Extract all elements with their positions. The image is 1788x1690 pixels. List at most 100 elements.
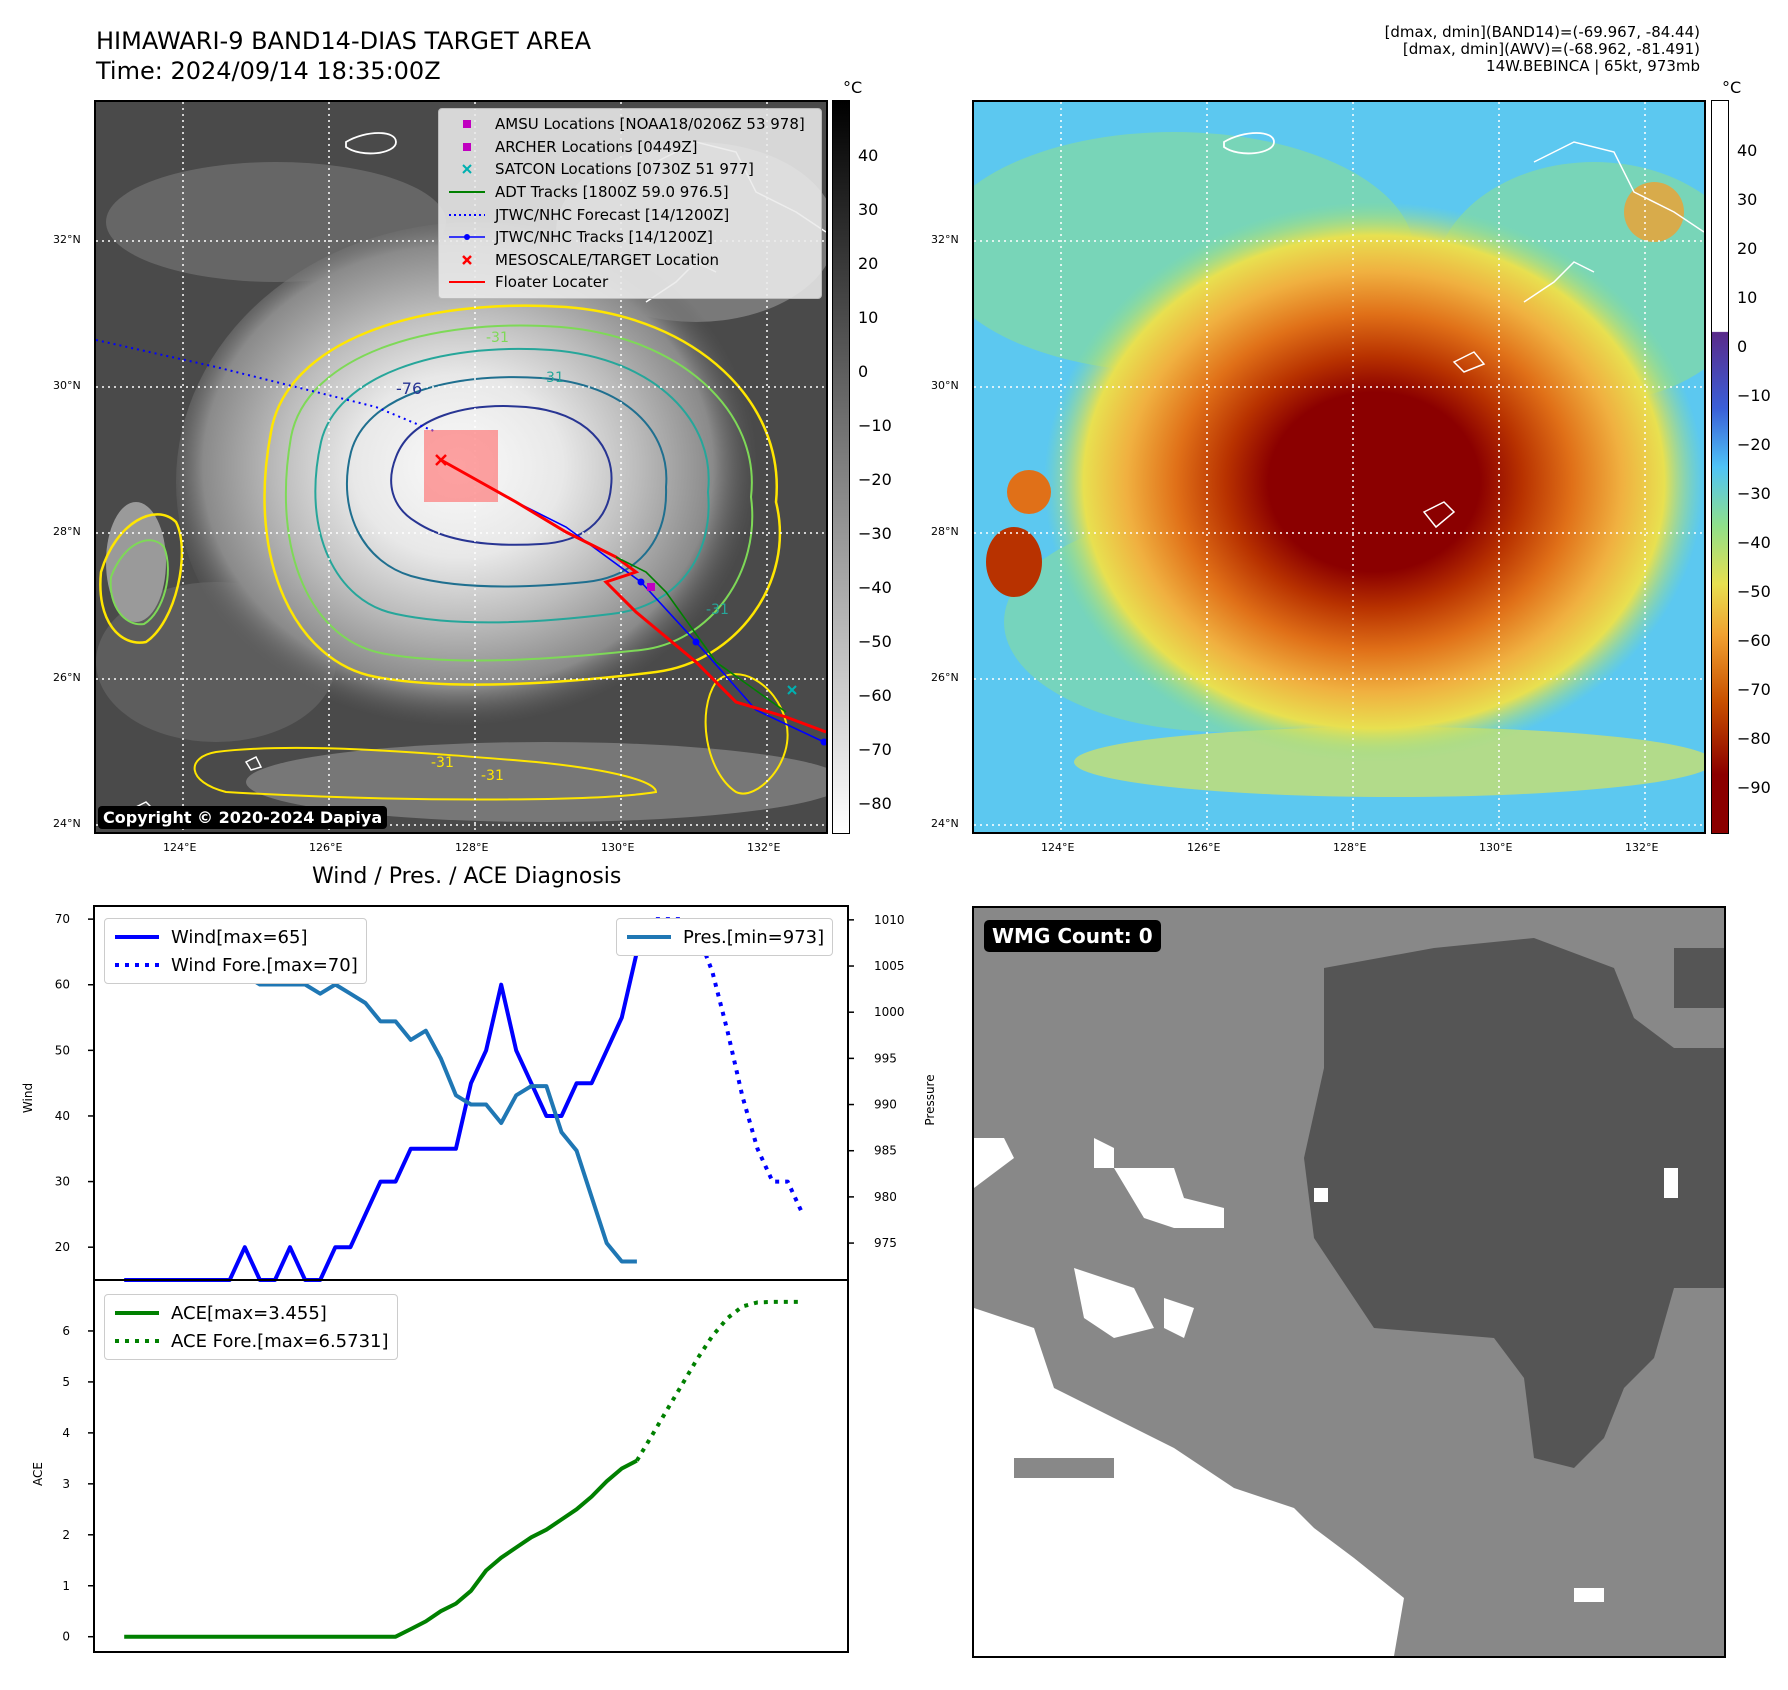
pressure-tick-label: 975 (874, 1236, 897, 1250)
target-marker-icon (445, 254, 489, 266)
ir-colorbar-tick: 20 (858, 254, 879, 273)
legend-label: ACE Fore.[max=6.5731] (171, 1330, 389, 1352)
enh-colorbar (1711, 100, 1729, 834)
lon-label: 130°E (1479, 841, 1513, 854)
legend-item-satcon: SATCON Locations [0730Z 51 977] (445, 158, 815, 181)
amsu-marker-icon (445, 118, 489, 130)
wind-tick-label: 50 (55, 1043, 70, 1057)
wind-tick-label: 40 (55, 1109, 70, 1123)
lon-label: 124°E (1041, 841, 1075, 854)
ir-colorbar-tick: 40 (858, 146, 879, 165)
legend-label: AMSU Locations [NOAA18/0206Z 53 978] (495, 115, 805, 134)
info-line-1: [dmax, dmin](BAND14)=(-69.967, -84.44) (1384, 23, 1700, 41)
wmg-classification-image (974, 923, 1724, 1656)
legend-item-ace: ACE[max=3.455] (113, 1299, 389, 1327)
ace-tick-label: 0 (62, 1630, 70, 1644)
enh-colorbar-tick: −50 (1737, 582, 1771, 601)
ace-axis-label: ACE (31, 1462, 45, 1486)
wind-tick-label: 30 (55, 1175, 70, 1189)
ace-tick-label: 1 (62, 1579, 70, 1593)
pressure-tick-label: 1000 (874, 1005, 905, 1019)
wind-tick-label: 20 (55, 1240, 70, 1254)
wind-legend: Wind[max=65] Wind Fore.[max=70] (104, 918, 367, 984)
intensity-info: [dmax, dmin](BAND14)=(-69.967, -84.44) [… (1385, 24, 1700, 75)
ace-series-line (124, 1458, 638, 1639)
enh-colorbar-tick: −30 (1737, 484, 1771, 503)
wind-series-line (124, 951, 639, 1282)
lon-label: 132°E (1625, 841, 1659, 854)
legend-item-pressure: Pres.[min=973] (625, 923, 824, 951)
legend-label: MESOSCALE/TARGET Location (495, 250, 720, 269)
adt-line-icon (445, 189, 489, 195)
legend-item-adt: ADT Tracks [1800Z 59.0 976.5] (445, 181, 815, 204)
ace-legend: ACE[max=3.455] ACE Fore.[max=6.5731] (104, 1294, 398, 1360)
info-line-2: [dmax, dmin](AWV)=(-68.962, -81.491) (1402, 40, 1700, 58)
title-line-1: HIMAWARI-9 BAND14-DIAS TARGET AREA (96, 27, 592, 55)
lat-label: 28°N (931, 525, 959, 538)
legend-item-ace-fore: ACE Fore.[max=6.5731] (113, 1327, 389, 1355)
enh-colorbar-tick: 40 (1737, 141, 1758, 160)
wmg-count-badge: WMG Count: 0 (984, 920, 1161, 952)
pressure-tick-label: 980 (874, 1190, 897, 1204)
legend-item-tracks: JTWC/NHC Tracks [14/1200Z] (445, 226, 815, 249)
wind-tick-label: 60 (55, 978, 70, 992)
ace-plot-frame (93, 1279, 849, 1653)
ir-colorbar-tick: −20 (858, 470, 892, 489)
enh-colorbar-tick: −90 (1737, 778, 1771, 797)
ir-satellite-panel: -31 -76 -31 -31 -31 -31 AMSU Locations [… (94, 100, 828, 834)
enh-colorbar-tick: −60 (1737, 631, 1771, 650)
info-line-3: 14W.BEBINCA | 65kt, 973mb (1486, 57, 1700, 75)
enh-colorbar-tick: 30 (1737, 190, 1758, 209)
lon-label: 132°E (747, 841, 781, 854)
contour-label: -31 (541, 370, 564, 386)
wind-tick-label: 70 (55, 912, 70, 926)
contour-label: -31 (706, 602, 729, 618)
legend-item-amsu: AMSU Locations [NOAA18/0206Z 53 978] (445, 113, 815, 136)
legend-label: ACE[max=3.455] (171, 1302, 327, 1324)
lat-label: 26°N (931, 671, 959, 684)
pressure-tick-label: 1005 (874, 959, 905, 973)
enh-colorbar-tick: −70 (1737, 680, 1771, 699)
pressure-tick-label: 1010 (874, 913, 905, 927)
pressure-legend: Pres.[min=973] (616, 918, 834, 956)
pressure-tick-label: 985 (874, 1144, 897, 1158)
pressure-tick-label: 990 (874, 1098, 897, 1112)
enh-colorbar-tick: 20 (1737, 239, 1758, 258)
ace-tick-label: 2 (62, 1528, 70, 1542)
ir-colorbar-tick: 30 (858, 200, 879, 219)
legend-label: ADT Tracks [1800Z 59.0 976.5] (495, 183, 729, 202)
lon-label: 124°E (163, 841, 197, 854)
diagnosis-title: Wind / Pres. / ACE Diagnosis (312, 864, 622, 889)
ir-colorbar-tick: −30 (858, 524, 892, 543)
ace-tick-label: 3 (62, 1477, 70, 1491)
legend-item-floater: Floater Locater (445, 271, 815, 294)
ir-colorbar-tick: 0 (858, 362, 869, 381)
ir-colorbar-tick: −40 (858, 578, 892, 597)
enhanced-ir-panel (972, 100, 1706, 834)
enh-colorbar-tick: −10 (1737, 386, 1771, 405)
chart-title: HIMAWARI-9 BAND14-DIAS TARGET AREA Time:… (96, 26, 591, 86)
legend-item-forecast: JTWC/NHC Forecast [14/1200Z] (445, 203, 815, 226)
ace-tick-label: 5 (62, 1375, 70, 1389)
ir-colorbar-tick: −60 (858, 686, 892, 705)
enhanced-ir-image (974, 102, 1704, 832)
lat-label: 26°N (53, 671, 81, 684)
wind-forecast-series-line (635, 917, 805, 1216)
legend-item-archer: ARCHER Locations [0449Z] (445, 136, 815, 159)
lat-label: 24°N (53, 817, 81, 830)
legend-item-wind-fore: Wind Fore.[max=70] (113, 951, 358, 979)
enh-colorbar-tick: −40 (1737, 533, 1771, 552)
forecast-line-icon (445, 212, 489, 218)
contour-label: -31 (431, 755, 454, 771)
legend-label: Floater Locater (495, 273, 609, 292)
ir-colorbar (832, 100, 850, 834)
legend-item-target: MESOSCALE/TARGET Location (445, 249, 815, 272)
lat-label: 32°N (53, 233, 81, 246)
ir-colorbar-tick: −50 (858, 632, 892, 651)
copyright-label: Copyright © 2020-2024 Dapiya (98, 806, 388, 829)
ir-colorbar-tick: −10 (858, 416, 892, 435)
ace-forecast-series-line (635, 1299, 803, 1462)
enh-colorbar-unit: °C (1722, 78, 1742, 97)
tracks-line-icon (445, 233, 489, 241)
contour-label: -76 (396, 379, 422, 398)
